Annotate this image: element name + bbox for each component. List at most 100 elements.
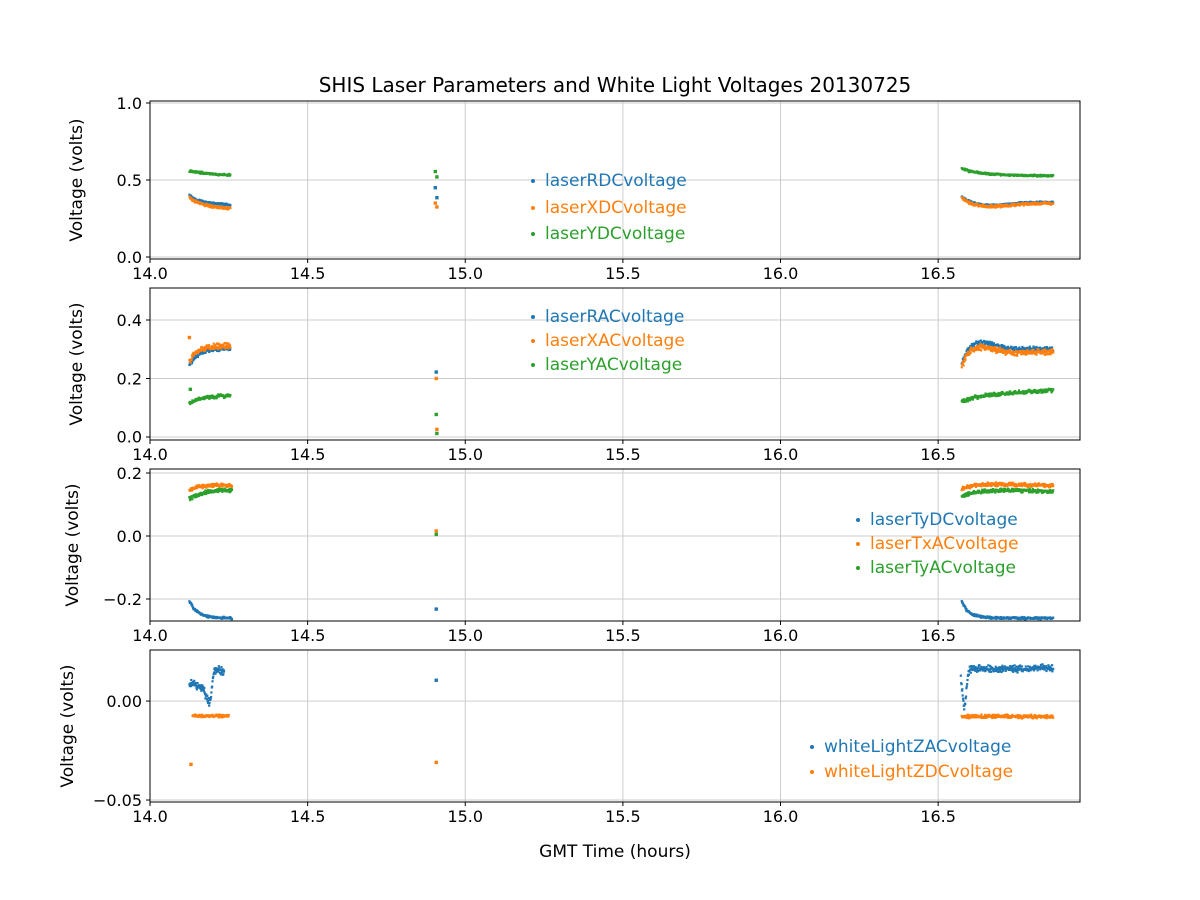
legend-marker-icon xyxy=(531,339,535,343)
series-laserXACvoltage xyxy=(187,335,1055,432)
series-points xyxy=(188,167,1055,211)
tick-marks: 14.0 14.5 15.0 15.5 16.0 16.5 −0.05 0.00 xyxy=(93,692,956,826)
x-tick-label: 16.5 xyxy=(920,626,956,645)
y-tick-label: 0.00 xyxy=(106,692,142,711)
legend-entry-laserYDCvoltage: laserYDCvoltage xyxy=(531,223,685,245)
gridlines xyxy=(149,288,1080,440)
x-tick-label: 14.5 xyxy=(290,445,326,464)
subplot-2: 14.0 14.5 15.0 15.5 16.0 16.5 0.0 0.2 0.4 xyxy=(117,287,1081,464)
legend-marker-icon xyxy=(531,363,535,367)
chart-title: SHIS Laser Parameters and White Light Vo… xyxy=(318,73,912,97)
y-tick-label: −0.05 xyxy=(93,791,142,810)
subplot-1: 14.0 14.5 15.0 15.5 16.0 16.5 0.0 0.5 1.0 xyxy=(117,94,1081,283)
y-tick-label: −0.2 xyxy=(103,590,142,609)
y-axis-label-subplot3: Voltage (volts) xyxy=(63,483,83,607)
legend-marker-icon xyxy=(531,179,535,183)
x-tick-label: 15.0 xyxy=(447,626,483,645)
x-tick-label: 14.5 xyxy=(290,807,326,826)
legend-label: laserTyDCvoltage xyxy=(870,510,1018,530)
y-tick-label: 0.4 xyxy=(117,311,142,330)
legend-label: whiteLightZDCvoltage xyxy=(824,762,1014,782)
legend-label: laserRACvoltage xyxy=(545,307,685,327)
y-tick-label: 0.2 xyxy=(117,464,142,483)
series-laserTyACvoltage xyxy=(188,487,1055,537)
x-tick-label: 16.5 xyxy=(920,807,956,826)
axes-spines xyxy=(149,649,1081,803)
series-points xyxy=(187,335,1055,436)
legend-marker-icon xyxy=(856,566,860,570)
series-laserYDCvoltage xyxy=(188,167,1055,179)
legend-entry-laserXDCvoltage: laserXDCvoltage xyxy=(531,197,687,219)
x-tick-label: 15.5 xyxy=(605,445,641,464)
x-tick-label: 16.5 xyxy=(920,445,956,464)
legend-label: laserTyACvoltage xyxy=(870,558,1016,578)
legend-entry-laserTyDCvoltage: laserTyDCvoltage xyxy=(856,509,1018,531)
x-tick-label: 16.0 xyxy=(763,445,799,464)
x-tick-label: 14.5 xyxy=(290,264,326,283)
x-tick-label: 16.0 xyxy=(763,807,799,826)
x-tick-label: 16.0 xyxy=(763,264,799,283)
legend-entry-laserTxACvoltage: laserTxACvoltage xyxy=(856,533,1019,555)
x-tick-label: 15.0 xyxy=(447,807,483,826)
legend-label: laserRDCvoltage xyxy=(545,171,687,191)
y-tick-label: 0.5 xyxy=(117,171,142,190)
legend-label: whiteLightZACvoltage xyxy=(824,737,1012,757)
legend-entry-laserYACvoltage: laserYACvoltage xyxy=(531,354,682,376)
tick-marks: 14.0 14.5 15.0 15.5 16.0 16.5 −0.2 0.0 0.2 xyxy=(103,464,956,645)
x-tick-label: 14.5 xyxy=(290,626,326,645)
x-tick-label: 14.0 xyxy=(132,626,168,645)
series-laserYACvoltage xyxy=(188,387,1055,436)
x-tick-label: 15.5 xyxy=(605,807,641,826)
legend-marker-icon xyxy=(531,232,535,236)
y-axis-label-subplot1: Voltage (volts) xyxy=(67,118,87,242)
subplot-4: 14.0 14.5 15.0 15.5 16.0 16.5 −0.05 0.00 xyxy=(93,649,1081,826)
legend-entry-laserRACvoltage: laserRACvoltage xyxy=(531,306,684,328)
legend-entry-laserXACvoltage: laserXACvoltage xyxy=(531,330,685,352)
legend-label: laserYACvoltage xyxy=(545,355,683,375)
legend-marker-icon xyxy=(856,518,860,522)
x-tick-label: 14.0 xyxy=(132,264,168,283)
axes-spines xyxy=(149,468,1081,622)
x-tick-label: 15.0 xyxy=(447,264,483,283)
series-points xyxy=(188,481,1055,621)
x-tick-label: 14.0 xyxy=(132,807,168,826)
legend-label: laserXDCvoltage xyxy=(545,198,687,218)
legend-label: laserTxACvoltage xyxy=(870,534,1019,554)
y-tick-label: 1.0 xyxy=(117,94,142,113)
y-tick-label: 0.0 xyxy=(117,248,142,267)
y-axis-label-subplot4: Voltage (volts) xyxy=(58,664,78,788)
tick-marks: 14.0 14.5 15.0 15.5 16.0 16.5 0.0 0.5 1.0 xyxy=(117,94,956,283)
y-tick-label: 0.0 xyxy=(117,428,142,447)
legend-marker-icon xyxy=(531,315,535,319)
x-tick-label: 15.5 xyxy=(605,264,641,283)
x-tick-label: 15.0 xyxy=(447,445,483,464)
legend-marker-icon xyxy=(810,770,814,774)
legend-entry-laserRDCvoltage: laserRDCvoltage xyxy=(531,170,687,192)
legend-marker-icon xyxy=(531,206,535,210)
legend-marker-icon xyxy=(856,542,860,546)
y-axis-label-subplot2: Voltage (volts) xyxy=(67,302,87,426)
y-tick-label: 0.2 xyxy=(117,369,142,388)
legend-label: laserXACvoltage xyxy=(545,331,685,351)
x-tick-label: 16.5 xyxy=(920,264,956,283)
gridlines xyxy=(149,101,1080,259)
series-whiteLightZDCvoltage xyxy=(189,713,1055,767)
legend-entry-whiteLightZACvoltage: whiteLightZACvoltage xyxy=(810,736,1011,758)
series-laserXDCvoltage xyxy=(188,195,1055,211)
legend-marker-icon xyxy=(810,745,814,749)
legend-entry-whiteLightZDCvoltage: whiteLightZDCvoltage xyxy=(810,761,1013,783)
x-tick-label: 14.0 xyxy=(132,445,168,464)
axes-spines xyxy=(149,287,1081,441)
series-laserTxACvoltage xyxy=(188,481,1055,533)
x-tick-label: 16.0 xyxy=(763,626,799,645)
tick-marks: 14.0 14.5 15.0 15.5 16.0 16.5 0.0 0.2 0.4 xyxy=(117,311,956,464)
series-whiteLightZACvoltage xyxy=(188,663,1055,711)
legend-entry-laserTyACvoltage: laserTyACvoltage xyxy=(856,557,1016,579)
x-tick-label: 15.5 xyxy=(605,626,641,645)
series-laserTyDCvoltage xyxy=(188,599,1055,621)
gridlines xyxy=(149,469,1080,621)
series-points xyxy=(188,663,1055,767)
legend-label: laserYDCvoltage xyxy=(545,224,686,244)
